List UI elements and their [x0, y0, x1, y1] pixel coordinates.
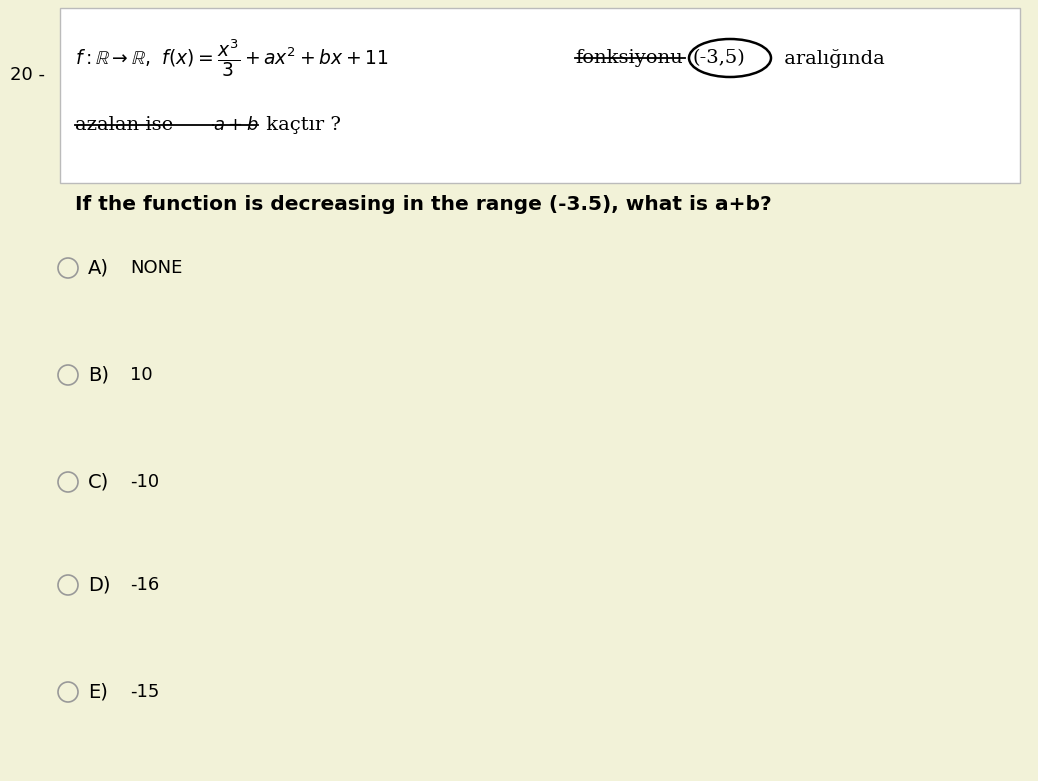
Text: -10: -10: [130, 473, 159, 491]
Text: aralığında: aralığında: [778, 48, 884, 67]
Text: $a+b$: $a+b$: [213, 116, 258, 134]
Text: fonksiyonu: fonksiyonu: [575, 49, 683, 67]
Text: azalan ise: azalan ise: [75, 116, 180, 134]
Text: -16: -16: [130, 576, 159, 594]
Text: 20 -: 20 -: [10, 66, 45, 84]
Text: 10: 10: [130, 366, 153, 384]
Text: $f:\mathbb{R}\rightarrow\mathbb{R}$,  $f(x)=\dfrac{x^3}{3}+ax^2+bx+11$: $f:\mathbb{R}\rightarrow\mathbb{R}$, $f(…: [75, 37, 389, 79]
Text: D): D): [88, 576, 110, 594]
FancyBboxPatch shape: [60, 8, 1020, 183]
Text: B): B): [88, 366, 109, 384]
Text: kaçtır ?: kaçtır ?: [260, 116, 342, 134]
Text: (-3,5): (-3,5): [692, 49, 744, 67]
Text: E): E): [88, 683, 108, 701]
Text: C): C): [88, 473, 109, 491]
Text: If the function is decreasing in the range (-3.5), what is a+b?: If the function is decreasing in the ran…: [75, 195, 771, 215]
Text: NONE: NONE: [130, 259, 183, 277]
Text: A): A): [88, 259, 109, 277]
Text: -15: -15: [130, 683, 160, 701]
